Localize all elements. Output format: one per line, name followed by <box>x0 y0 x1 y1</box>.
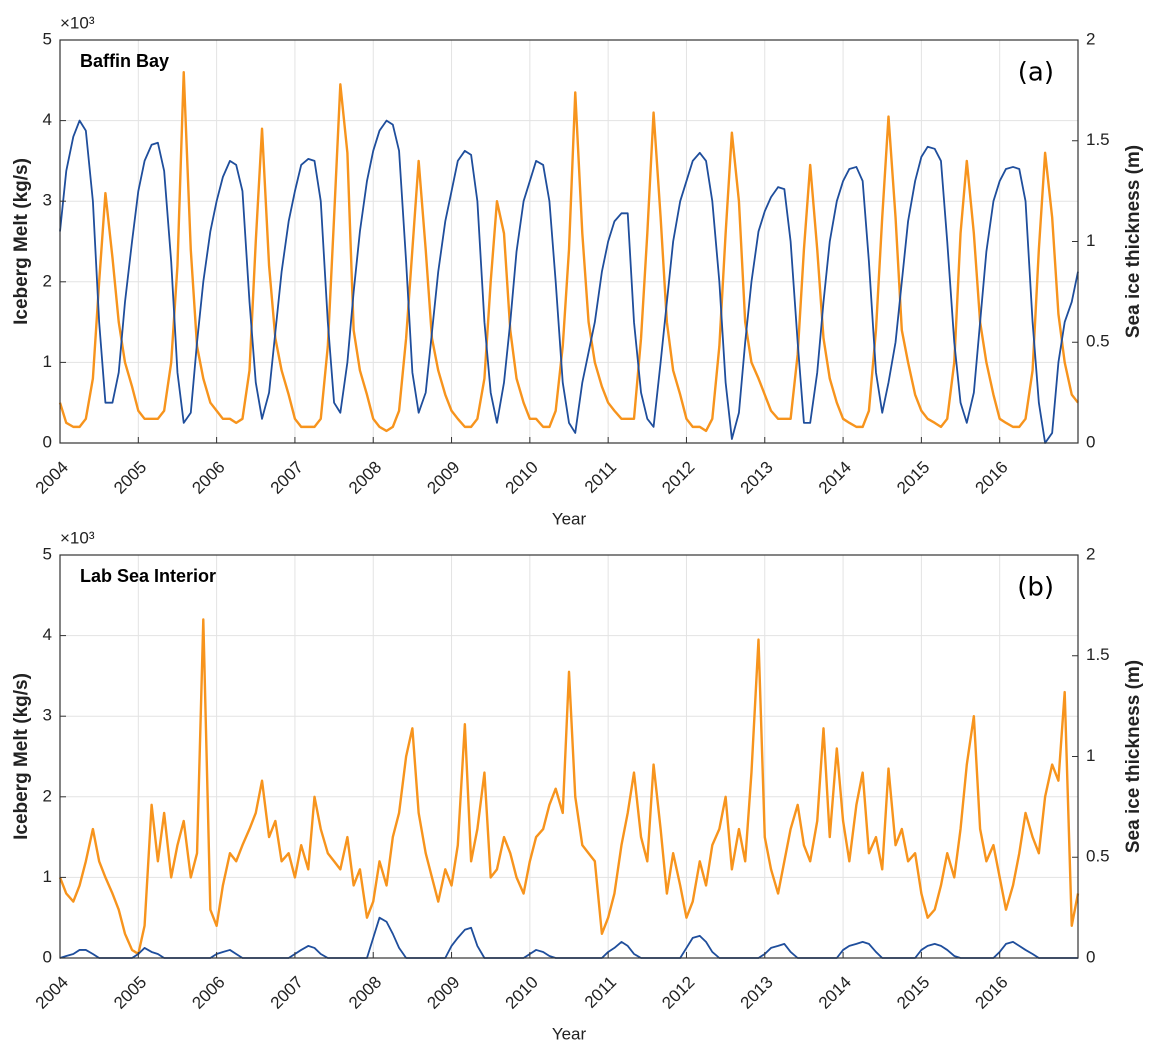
y-axis-label: Iceberg Melt (kg/s) <box>11 673 32 840</box>
y-multiplier: ×10³ <box>60 13 95 32</box>
y-tick-label: 0 <box>43 947 52 966</box>
x-tick-label: 2006 <box>188 973 228 1013</box>
x-tick-label: 2008 <box>345 973 385 1013</box>
y2-tick-label: 1.5 <box>1086 130 1110 149</box>
x-tick-label: 2013 <box>737 458 777 498</box>
y-tick-label: 4 <box>43 110 52 129</box>
x-tick-label: 2015 <box>893 973 933 1013</box>
x-tick-label: 2014 <box>815 973 855 1013</box>
data-line <box>58 618 1080 956</box>
y-multiplier: ×10³ <box>60 528 95 547</box>
x-tick-label: 2009 <box>423 458 463 498</box>
y-tick-label: 1 <box>43 352 52 371</box>
data-line <box>59 916 1078 959</box>
y2-tick-label: 0 <box>1086 947 1095 966</box>
y2-tick-label: 2 <box>1086 544 1095 563</box>
x-tick-label: 2005 <box>110 458 150 498</box>
x-tick-label: 2008 <box>345 458 385 498</box>
y2-tick-label: 0.5 <box>1086 847 1110 866</box>
x-tick-label: 2011 <box>581 973 620 1012</box>
y-axis-label: Iceberg Melt (kg/s) <box>11 158 32 325</box>
x-tick-label: 2005 <box>110 973 150 1013</box>
x-tick-label: 2007 <box>267 973 307 1013</box>
x-tick-label: 2012 <box>658 973 698 1013</box>
y-tick-label: 4 <box>43 625 52 644</box>
data-line <box>58 71 1079 433</box>
y-tick-label: 3 <box>43 706 52 725</box>
x-tick-label: 2004 <box>32 458 72 498</box>
x-tick-label: 2007 <box>267 458 307 498</box>
y2-tick-label: 1 <box>1086 746 1095 765</box>
y-tick-label: 5 <box>43 29 52 48</box>
y2-tick-label: 0 <box>1086 432 1095 451</box>
panel-label: (a) <box>1018 58 1054 88</box>
y-tick-label: 1 <box>43 867 52 886</box>
x-tick-label: 2015 <box>893 458 933 498</box>
x-tick-label: 2009 <box>423 973 463 1013</box>
x-axis-label: Year <box>552 509 587 528</box>
y2-tick-label: 1.5 <box>1086 645 1110 664</box>
panel-title: Lab Sea Interior <box>80 566 216 586</box>
x-tick-label: 2014 <box>815 458 855 498</box>
x-axis-label: Year <box>552 1024 587 1042</box>
y2-tick-label: 2 <box>1086 29 1095 48</box>
x-tick-label: 2010 <box>502 458 542 498</box>
panel-label: (b) <box>1017 573 1054 603</box>
data-line <box>59 119 1079 444</box>
x-tick-label: 2013 <box>737 973 777 1013</box>
plot-frame <box>59 554 1079 959</box>
y-tick-label: 2 <box>43 271 52 290</box>
x-tick-label: 2004 <box>32 973 72 1013</box>
panel-title: Baffin Bay <box>80 51 169 71</box>
x-tick-label: 2016 <box>972 973 1012 1013</box>
x-tick-label: 2006 <box>188 458 228 498</box>
y2-axis-label: Sea ice thickness (m) <box>1123 145 1144 338</box>
y-tick-label: 5 <box>43 544 52 563</box>
x-tick-label: 2010 <box>502 973 542 1013</box>
y-tick-label: 0 <box>43 432 52 451</box>
y2-axis-label: Sea ice thickness (m) <box>1123 660 1144 853</box>
y2-tick-label: 0.5 <box>1086 332 1110 351</box>
y-tick-label: 3 <box>43 191 52 210</box>
x-tick-label: 2011 <box>581 458 620 497</box>
x-tick-label: 2012 <box>658 458 698 498</box>
y2-tick-label: 1 <box>1086 231 1095 250</box>
x-tick-label: 2016 <box>972 458 1012 498</box>
y-tick-label: 2 <box>43 786 52 805</box>
